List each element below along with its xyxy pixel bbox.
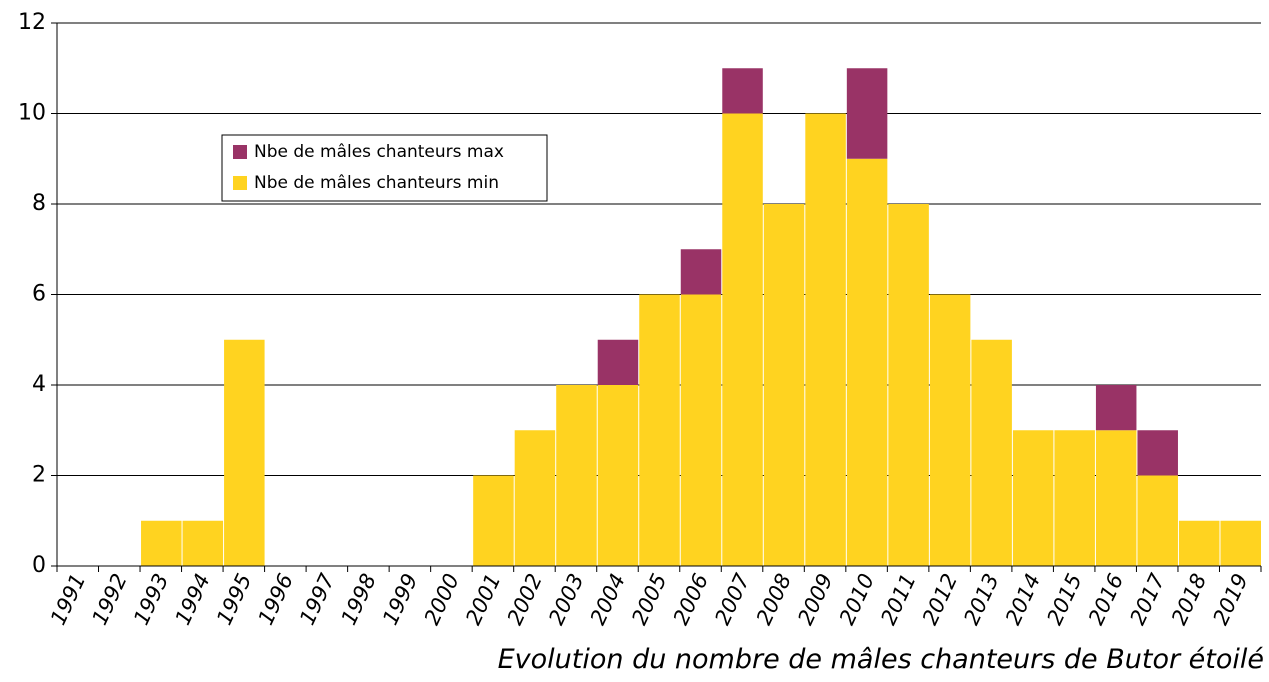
bar <box>846 158 888 566</box>
y-tick-label: 0 <box>32 553 46 578</box>
bar <box>722 113 763 566</box>
bar <box>680 294 722 566</box>
x-tick-label: 2014 <box>1001 570 1045 629</box>
bar <box>888 204 929 566</box>
bar <box>556 385 597 566</box>
bar <box>805 113 846 566</box>
bar <box>1012 430 1054 566</box>
bar <box>1137 430 1178 476</box>
bar <box>846 68 888 159</box>
x-tick-label: 1999 <box>378 570 422 629</box>
x-tick-label: 2009 <box>793 570 837 629</box>
x-tick-label: 2015 <box>1042 570 1086 629</box>
bar <box>1095 430 1137 566</box>
x-tick-label: 1996 <box>254 570 298 629</box>
x-tick-label: 2019 <box>1208 570 1252 629</box>
x-tick-label: 2002 <box>503 570 547 629</box>
bar <box>680 249 722 295</box>
bar <box>597 385 639 566</box>
y-tick-label: 6 <box>32 282 46 307</box>
y-tick-label: 8 <box>32 191 46 216</box>
bar <box>514 430 556 566</box>
legend-label: Nbe de mâles chanteurs max <box>254 142 504 162</box>
x-tick-label: 2008 <box>752 570 796 629</box>
bar <box>1054 430 1095 566</box>
x-tick-label: 2017 <box>1125 569 1170 628</box>
chart-title: Evolution du nombre de mâles chanteurs d… <box>498 644 1264 675</box>
x-tick-label: 2018 <box>1167 570 1211 629</box>
bar <box>971 339 1012 566</box>
legend-swatch <box>233 176 247 190</box>
x-tick-label: 2012 <box>918 570 962 629</box>
x-tick-label: 2016 <box>1084 570 1128 629</box>
bar <box>473 475 514 566</box>
x-tick-label: 2006 <box>669 570 713 629</box>
bar <box>1095 385 1137 431</box>
x-tick-label: 1995 <box>212 570 256 629</box>
y-tick-label: 4 <box>32 372 46 397</box>
x-tick-label: 2010 <box>835 570 879 629</box>
y-tick-label: 2 <box>32 463 46 488</box>
bar <box>722 68 763 114</box>
bar <box>1178 520 1220 566</box>
x-tick-label: 1998 <box>337 570 381 629</box>
x-tick-label: 2000 <box>420 570 464 629</box>
x-tick-label: 2007 <box>710 569 755 628</box>
x-tick-label: 1994 <box>171 570 215 629</box>
bar <box>639 294 680 566</box>
x-tick-label: 1997 <box>295 569 340 628</box>
y-tick-label: 10 <box>18 101 46 126</box>
bar <box>763 204 805 566</box>
y-tick-label: 12 <box>18 10 46 35</box>
x-tick-label: 2004 <box>586 570 630 629</box>
x-tick-label: 2011 <box>876 570 920 629</box>
x-tick-label: 2013 <box>959 570 1003 629</box>
x-tick-label: 1993 <box>129 570 173 629</box>
legend-box <box>221 134 548 202</box>
legend-swatch <box>233 145 247 159</box>
bar <box>141 520 182 566</box>
legend-label: Nbe de mâles chanteurs min <box>254 173 499 193</box>
bar <box>1137 475 1178 566</box>
x-tick-label: 2005 <box>627 570 671 629</box>
x-tick-label: 2003 <box>544 570 588 629</box>
bar <box>1220 520 1261 566</box>
bar <box>597 339 639 385</box>
bar <box>224 339 265 566</box>
x-tick-label: 1991 <box>46 570 90 629</box>
bar <box>929 294 971 566</box>
bar <box>182 520 224 566</box>
x-tick-label: 2001 <box>461 570 505 629</box>
x-tick-label: 1992 <box>87 570 131 629</box>
